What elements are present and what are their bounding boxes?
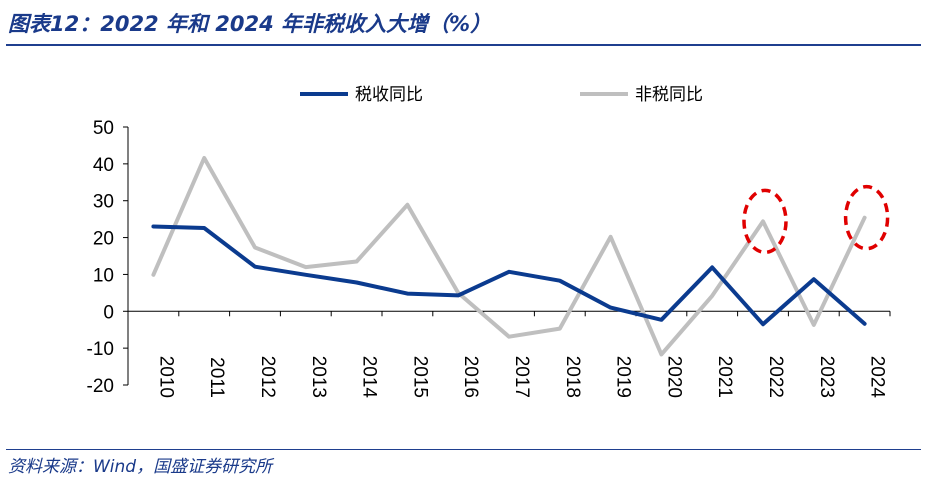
y-tick-label: 30 [93, 192, 114, 213]
y-axis: 50 40 30 20 10 0 -10 -20 [87, 118, 129, 397]
y-tick-label: 50 [93, 118, 114, 139]
source-divider [6, 449, 921, 450]
y-tick-label: 0 [103, 302, 114, 323]
x-tick-label: 2018 [562, 356, 583, 398]
x-tick-label: 2022 [765, 356, 786, 398]
chart-legend: 税收同比 非税同比 [300, 85, 703, 105]
legend-label-tax: 税收同比 [355, 85, 423, 105]
y-tick-label: -10 [87, 339, 114, 360]
x-axis: 2010 2011 2012 2013 2014 2015 2016 2017 2018 2019… [127, 310, 891, 399]
legend-label-nontax: 非税同比 [635, 85, 703, 105]
x-tick-label: 2024 [867, 356, 888, 399]
x-tick-label: 2011 [206, 357, 227, 398]
x-tick-label: 2010 [155, 356, 176, 398]
y-tick-label: 40 [93, 155, 114, 176]
figure-title: 图表12：2022 年和 2024 年非税收入大增（%） [8, 12, 492, 36]
series-line-tax [151, 224, 867, 327]
x-tick-label: 2021 [714, 356, 735, 398]
y-tick-label: -20 [87, 376, 114, 397]
series-layer [151, 156, 867, 357]
x-tick-label: 2013 [308, 356, 329, 398]
series-line-nontax [151, 156, 867, 357]
x-tick-label: 2012 [257, 356, 278, 398]
title-divider [6, 44, 921, 46]
annotation-layer [742, 184, 890, 255]
y-tick-label: 20 [93, 229, 114, 250]
highlight-ellipse-2022 [742, 188, 788, 255]
x-tick-label: 2014 [359, 356, 380, 399]
x-tick-label: 2019 [613, 356, 634, 398]
source-note: 资料来源：Wind，国盛证券研究所 [8, 457, 273, 477]
x-tick-label: 2015 [409, 356, 430, 398]
x-tick-label: 2023 [816, 356, 837, 398]
x-tick-label: 2020 [663, 356, 684, 398]
x-tick-label: 2016 [460, 356, 481, 398]
x-tick-label: 2017 [511, 356, 532, 398]
highlight-ellipse-2024 [843, 184, 890, 251]
y-tick-label: 10 [93, 265, 114, 286]
